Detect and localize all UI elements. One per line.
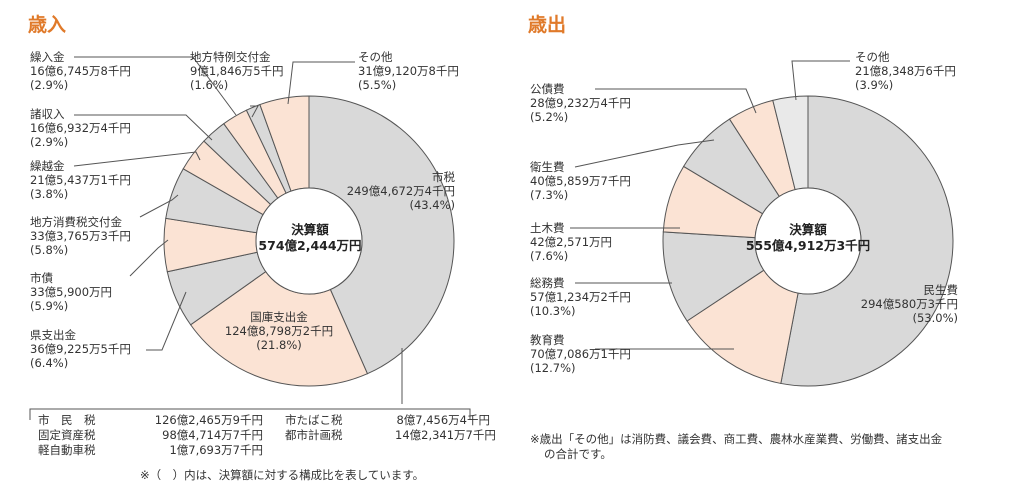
expenditure-note-1: ※歳出「その他」は消防費、議会費、商工費、農林水産業費、労働費、諸支出金 bbox=[530, 432, 943, 446]
revenue-title: 歳入 bbox=[28, 14, 67, 36]
label-kyoikuhi: 教育費 70億7,086万1千円 (12.7%) bbox=[530, 333, 631, 375]
expenditure-note-2: の合計です。 bbox=[544, 447, 612, 461]
revenue-center: 決算額 574億2,444万円 bbox=[245, 222, 375, 254]
label-sonota-rev: その他 31億9,120万8千円 (5.5%) bbox=[358, 50, 459, 92]
tax-amount: 126億2,465万9千円 bbox=[154, 413, 263, 427]
tax-amount: 14億2,341万7千円 bbox=[395, 428, 496, 442]
label-chihoshohi: 地方消費税交付金 33億3,765万3千円 (5.8%) bbox=[30, 215, 131, 257]
leader-sonota-rev bbox=[287, 61, 355, 105]
label-dobokuhi: 土木費 42億2,571万円 (7.6%) bbox=[530, 221, 613, 263]
leader-shisai bbox=[129, 239, 169, 277]
tax-bracket bbox=[29, 408, 471, 420]
tax-name: 市 民 税 bbox=[38, 413, 96, 427]
label-kosaihi: 公債費 28億9,232万4千円 (5.2%) bbox=[530, 82, 631, 124]
leader-chihoshohi bbox=[139, 194, 179, 218]
label-shizei: 市税 249億4,672万4千円 (43.4%) bbox=[346, 170, 455, 212]
tax-name: 市たばこ税 bbox=[285, 413, 343, 427]
leader-eiseihi bbox=[574, 139, 715, 168]
tax-row: 固定資産税 98億4,714万7千円 都市計画税 14億2,341万7千円 bbox=[38, 428, 496, 443]
expenditure-center-hole bbox=[754, 187, 862, 295]
tax-amount: 8億7,456万4千円 bbox=[396, 413, 490, 427]
leader-kosaihi bbox=[595, 88, 757, 114]
tax-amount bbox=[395, 443, 490, 458]
label-sonota-exp: その他 21億8,348万6千円 (3.9%) bbox=[855, 50, 956, 92]
label-tokurei: 地方特例交付金 9億1,846万5千円 (1.6%) bbox=[190, 50, 284, 92]
leader-sonota-exp bbox=[791, 60, 850, 101]
label-kenshishutsu: 県支出金 36億9,225万5千円 (6.4%) bbox=[30, 328, 131, 370]
label-kokko: 国庫支出金 124億8,798万2千円 (21.8%) bbox=[224, 310, 334, 352]
revenue-center-label: 決算額 bbox=[291, 222, 329, 237]
leader-tokurei bbox=[250, 105, 259, 118]
tax-name bbox=[263, 443, 395, 458]
tax-row: 軽自動車税 1億7,693万7千円 bbox=[38, 443, 490, 458]
tax-breakdown-table: 市 民 税 126億2,465万9千円 市たばこ税 8億7,456万4千円 固定… bbox=[38, 413, 496, 458]
tax-amount: 1億7,693万7千円 bbox=[169, 443, 263, 457]
tax-name: 固定資産税 bbox=[38, 428, 96, 442]
expenditure-center-label: 決算額 bbox=[789, 222, 827, 237]
label-minseihi: 民生費 294億580万3千円 (53.0%) bbox=[860, 283, 958, 325]
expenditure-center-value: 555億4,912万3千円 bbox=[745, 238, 871, 253]
label-kurikoshi: 繰越金 21億5,437万1千円 (3.8%) bbox=[30, 159, 131, 201]
tax-row: 市 民 税 126億2,465万9千円 市たばこ税 8億7,456万4千円 bbox=[38, 413, 490, 428]
revenue-center-hole bbox=[255, 187, 363, 295]
leader-kurikomi bbox=[74, 56, 237, 116]
label-eiseihi: 衛生費 40億5,859万7千円 (7.3%) bbox=[530, 160, 631, 202]
expenditure-pie bbox=[662, 95, 954, 387]
leader-kenshishutsu bbox=[146, 291, 187, 351]
label-somuhi: 総務費 57億1,234万2千円 (10.3%) bbox=[530, 276, 631, 318]
expenditure-title: 歳出 bbox=[528, 14, 567, 36]
leader-shoshu bbox=[74, 114, 213, 141]
revenue-center-value: 574億2,444万円 bbox=[258, 238, 362, 253]
leader-lines bbox=[29, 56, 850, 420]
label-shoshu: 諸収入 16億6,932万4千円 (2.9%) bbox=[30, 107, 131, 149]
label-shisai: 市債 33億5,900万円 (5.9%) bbox=[30, 271, 113, 313]
tax-name: 都市計画税 bbox=[285, 428, 343, 442]
tax-amount: 98億4,714万7千円 bbox=[162, 428, 263, 442]
expenditure-center: 決算額 555億4,912万3千円 bbox=[743, 222, 873, 254]
tax-name: 軽自動車税 bbox=[38, 443, 96, 457]
leader-kurikoshi bbox=[73, 151, 201, 167]
revenue-note: ※（ ）内は、決算額に対する構成比を表しています。 bbox=[140, 468, 425, 482]
label-kurikomi: 繰入金 16億6,745万8千円 (2.9%) bbox=[30, 50, 131, 92]
revenue-pie bbox=[163, 95, 455, 387]
